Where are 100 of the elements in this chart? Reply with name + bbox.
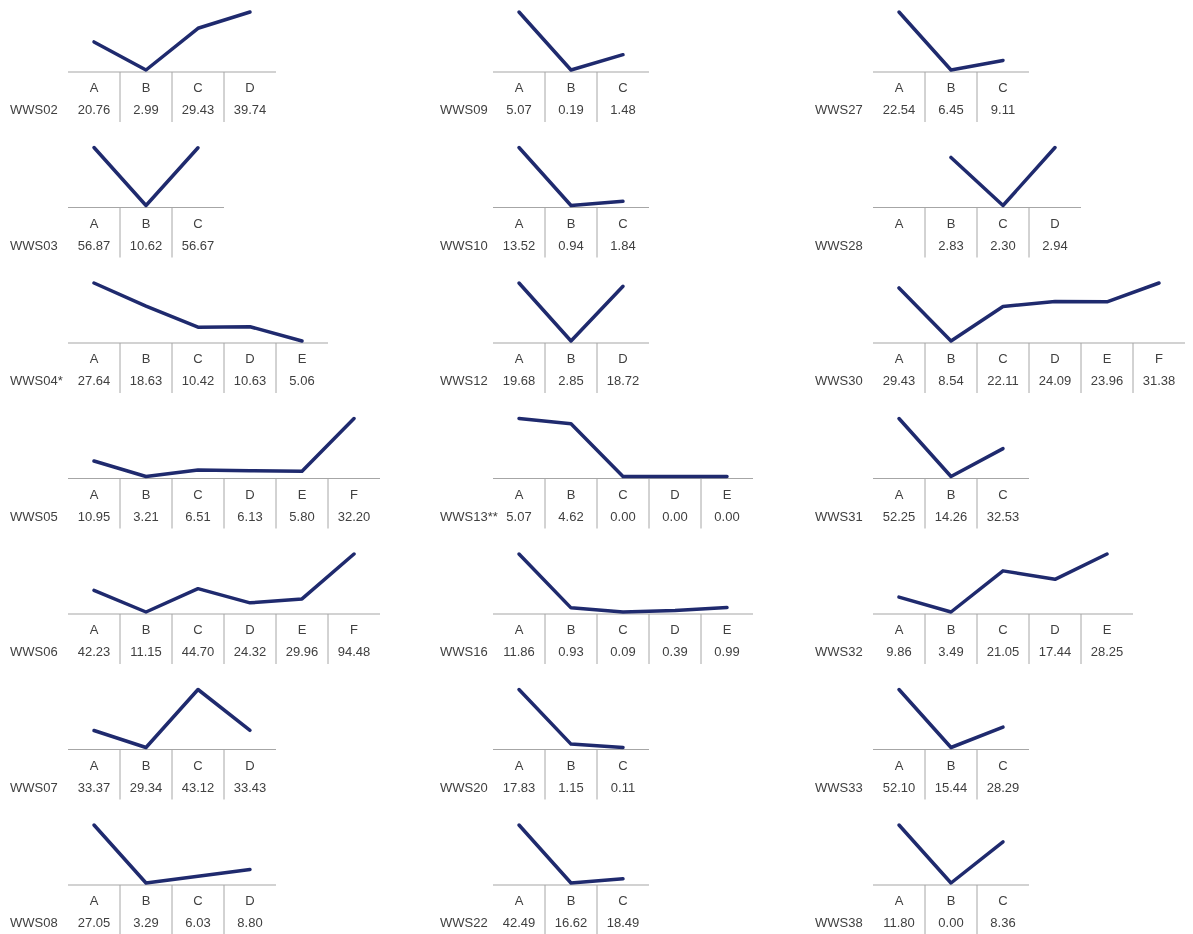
data-label: 17.83 [502, 779, 536, 795]
text: WWS27 [815, 102, 863, 117]
x-tick-label: A [514, 215, 524, 231]
x-tick-label: E [297, 351, 307, 366]
x-tick-label: B [946, 215, 956, 231]
x-tick-label: A [894, 486, 904, 502]
x-tick-label: A [89, 80, 99, 95]
data-label: 3.21 [133, 508, 159, 524]
x-tick-label: B [946, 893, 956, 908]
data-label: 24.32 [233, 644, 267, 659]
x-tick-label: C [998, 757, 1008, 773]
data-label: 18.72 [606, 373, 640, 388]
data-label: 6.51 [185, 508, 211, 524]
x-tick-label: D [670, 622, 680, 637]
x-tick-label: A [894, 215, 904, 231]
x-tick-label: C [618, 622, 628, 637]
data-label: 31.38 [1142, 373, 1176, 388]
x-tick-label: D [670, 486, 680, 502]
text: WWS07 [10, 779, 58, 795]
x-tick-label: C [618, 486, 628, 502]
data-label: 0.39 [662, 644, 688, 659]
data-label: 10.42 [181, 373, 215, 388]
data-label: 29.34 [129, 779, 163, 795]
data-label: 17.44 [1038, 644, 1072, 659]
data-label: 39.74 [233, 102, 267, 117]
text: WWS05 [10, 508, 58, 524]
x-tick-label: C [998, 893, 1008, 908]
data-label: 44.70 [181, 644, 215, 659]
data-label: 29.43 [181, 102, 215, 117]
data-label: 32.20 [337, 508, 371, 524]
data-label: 23.96 [1090, 373, 1124, 388]
x-tick-label: A [89, 215, 99, 231]
text: WWS33 [815, 779, 863, 795]
data-label: 5.07 [506, 508, 532, 524]
data-label: 18.49 [606, 915, 640, 930]
x-tick-label: F [350, 622, 359, 637]
x-tick-label: B [566, 757, 576, 773]
data-label: 0.94 [558, 237, 584, 253]
data-label: 8.36 [990, 915, 1016, 930]
x-tick-label: A [89, 486, 99, 502]
data-label: 10.62 [129, 237, 163, 253]
text: WWS31 [815, 508, 863, 524]
x-tick-label: F [1155, 351, 1164, 366]
data-label: 20.76 [77, 102, 111, 117]
data-label: 52.25 [882, 508, 916, 524]
x-tick-label: B [141, 80, 151, 95]
x-tick-label: B [141, 215, 151, 231]
x-tick-label: A [89, 622, 99, 637]
data-label: 16.62 [554, 915, 588, 930]
x-tick-label: C [193, 351, 203, 366]
data-label: 5.06 [289, 373, 315, 388]
data-label: 0.00 [662, 508, 688, 524]
text: WWS02 [10, 102, 58, 117]
x-tick-label: A [514, 351, 524, 366]
x-tick-label: F [350, 486, 359, 502]
data-label: 52.10 [882, 779, 916, 795]
data-label: 14.26 [934, 508, 968, 524]
data-label: 18.63 [129, 373, 163, 388]
x-tick-label: C [618, 757, 628, 773]
x-tick-label: B [141, 351, 151, 366]
data-label: 6.13 [237, 508, 263, 524]
data-label: 2.30 [990, 237, 1016, 253]
x-tick-label: D [245, 351, 255, 366]
x-tick-label: B [141, 893, 151, 908]
x-tick-label: C [193, 757, 203, 773]
x-tick-label: B [566, 80, 576, 95]
x-tick-label: A [894, 351, 904, 366]
x-tick-label: A [89, 757, 99, 773]
text: WWS10 [440, 237, 488, 253]
x-tick-label: C [618, 80, 628, 95]
x-tick-label: A [894, 757, 904, 773]
x-tick-label: C [998, 622, 1008, 637]
x-tick-label: A [894, 622, 904, 637]
x-tick-label: B [566, 893, 576, 908]
x-tick-label: B [566, 215, 576, 231]
data-label: 21.05 [986, 644, 1020, 659]
data-label: 24.09 [1038, 373, 1072, 388]
data-label: 22.54 [882, 102, 916, 117]
x-tick-label: D [1050, 622, 1060, 637]
data-label: 0.00 [938, 915, 964, 930]
x-tick-label: D [1050, 351, 1060, 366]
data-label: 0.99 [714, 644, 740, 659]
text: WWS16 [440, 644, 488, 659]
x-tick-label: A [894, 80, 904, 95]
data-label: 10.95 [77, 508, 111, 524]
data-label: 32.53 [986, 508, 1020, 524]
data-label: 2.85 [558, 373, 584, 388]
x-tick-label: A [894, 893, 904, 908]
data-label: 8.80 [237, 915, 263, 930]
text: WWS30 [815, 373, 863, 388]
data-label: 9.86 [886, 644, 912, 659]
x-tick-label: A [89, 893, 99, 908]
x-tick-label: B [946, 622, 956, 637]
data-label: 15.44 [934, 779, 968, 795]
data-label: 3.29 [133, 915, 159, 930]
data-label: 22.11 [987, 373, 1019, 388]
x-tick-label: C [193, 486, 203, 502]
x-tick-label: D [245, 893, 255, 908]
text: WWS09 [440, 102, 488, 117]
x-tick-label: A [514, 622, 524, 637]
